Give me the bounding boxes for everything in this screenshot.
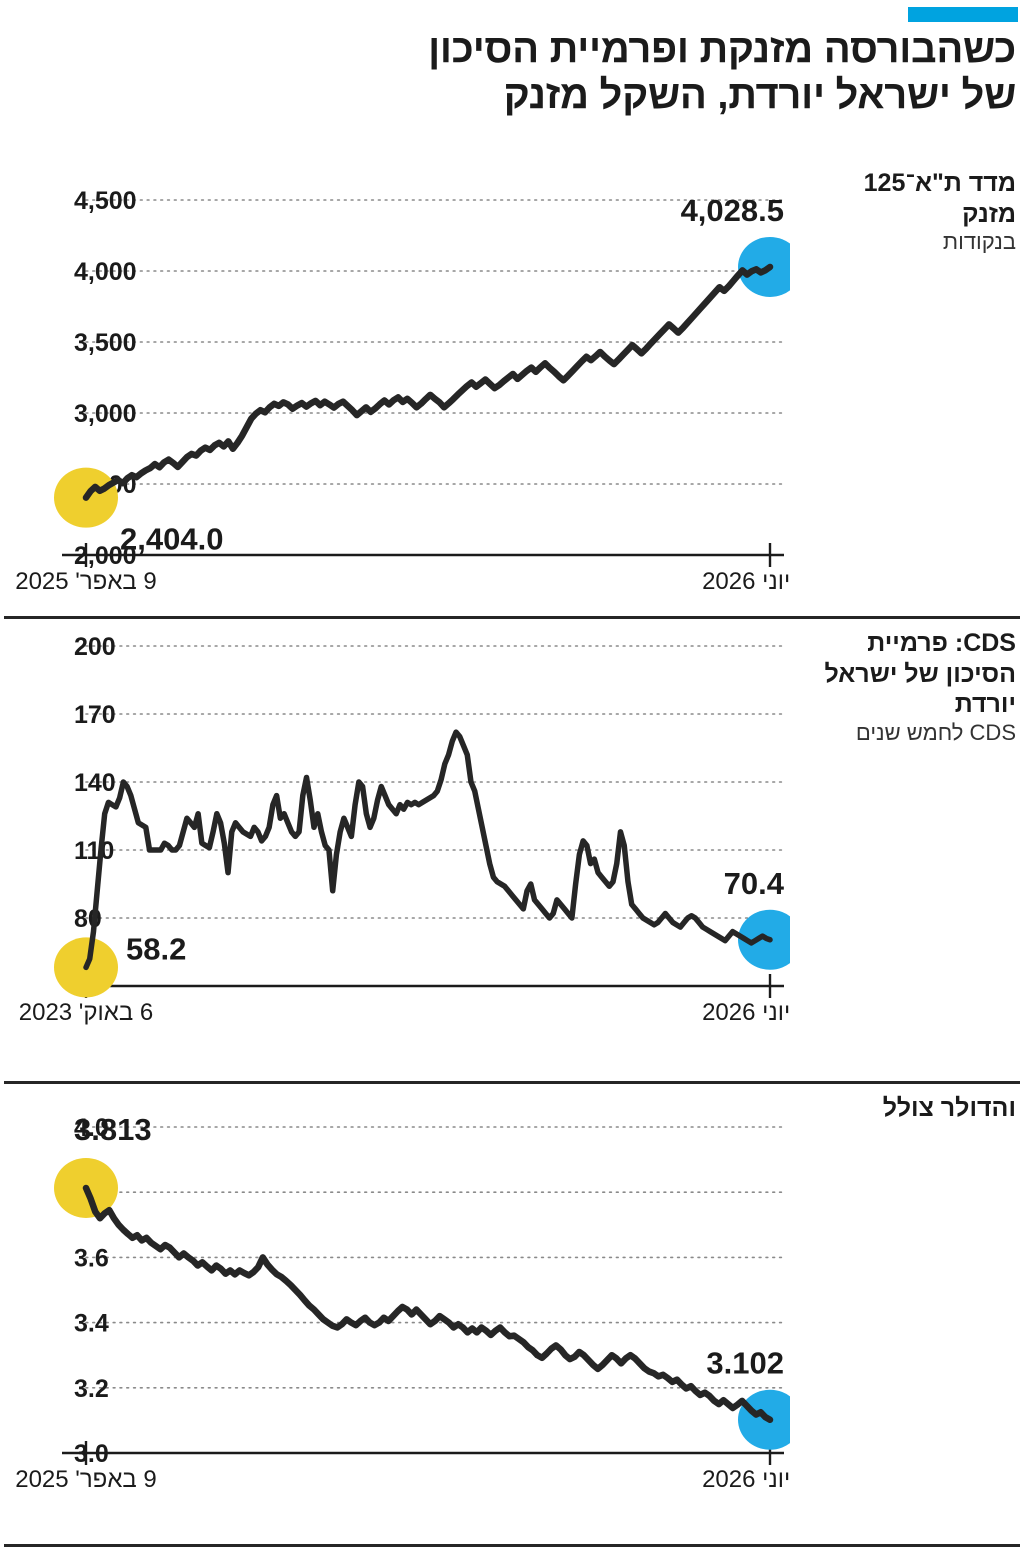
- y-axis-tick-label: 4,000: [74, 258, 137, 286]
- panel-divider-2: [4, 1081, 1020, 1084]
- series-line: [82, 263, 774, 501]
- y-axis-tick-label: 3.6: [74, 1244, 109, 1272]
- chart-area-ta125: 2,0002,5003,0003,5004,0004,5002,404.04,0…: [0, 160, 790, 615]
- y-axis-tick-label: 4,500: [74, 187, 137, 215]
- y-axis-tick-label: 3,500: [74, 329, 137, 357]
- series-line: [82, 1184, 774, 1423]
- chart-subtitle-cds: CDS לחמש שנים: [855, 719, 1016, 745]
- panel-divider-3: [4, 1544, 1020, 1547]
- y-axis-tick-label: 3.4: [74, 1310, 109, 1338]
- y-axis-tick-label: 110: [74, 837, 114, 865]
- chart-svg-cds: 508011014017020058.270.46 באוק' 202323 ב…: [19, 633, 790, 1026]
- accent-bar: [908, 7, 1018, 22]
- y-axis-tick-label: 140: [74, 769, 116, 797]
- chart-panel-cds: CDS: פרמיית הסיכון של ישראל יורדת CDS לח…: [0, 620, 1024, 1075]
- y-axis-tick-label: 170: [74, 701, 116, 729]
- chart-svg-ta125: 2,0002,5003,0003,5004,0004,5002,404.04,0…: [15, 187, 790, 595]
- chart-title-text-cds: CDS: פרמיית הסיכון של ישראל יורדת: [824, 629, 1016, 718]
- chart-title-ta125: מדד ת"א־125 מזנק בנקודות: [804, 168, 1016, 256]
- y-axis-tick-label: 3,000: [74, 400, 137, 428]
- chart-panel-usdils: והדולר צולל 3.03.23.43.63.84.03.8133.102…: [0, 1085, 1024, 1540]
- x-axis-tick-label: 9 באפר' 2025: [15, 1466, 157, 1493]
- start-value-label: 3.813: [74, 1112, 152, 1147]
- chart-title-text-usdils: והדולר צולל: [882, 1094, 1016, 1122]
- x-axis-tick-label: 23 ביוני 2026: [702, 999, 790, 1026]
- panel-divider-1: [4, 616, 1020, 619]
- start-value-label: 2,404.0: [120, 522, 223, 557]
- end-marker: [738, 236, 790, 297]
- x-axis-tick-label: 6 באוק' 2023: [19, 999, 153, 1026]
- chart-subtitle-ta125: בנקודות: [942, 229, 1016, 254]
- end-value-label: 4,028.5: [681, 193, 784, 228]
- start-value-label: 58.2: [126, 931, 186, 966]
- page-title: כשהבורסה מזנקת ופרמיית הסיכון של ישראל י…: [428, 27, 1016, 118]
- end-value-label: 3.102: [706, 1346, 784, 1381]
- series-line: [83, 729, 773, 971]
- chart-title-usdils: והדולר צולל: [804, 1093, 1016, 1124]
- y-axis-tick-label: 4.0: [74, 1114, 109, 1142]
- y-axis-tick-label: 200: [74, 633, 116, 661]
- x-axis-tick-label: 9 באפר' 2025: [15, 568, 157, 595]
- end-value-label: 70.4: [724, 866, 785, 901]
- chart-area-cds: 508011014017020058.270.46 באוק' 202323 ב…: [0, 620, 790, 1075]
- chart-title-text-ta125: מדד ת"א־125 מזנק: [863, 169, 1016, 228]
- x-axis-tick-label: 27 ביוני 2026: [702, 1466, 790, 1493]
- chart-panel-ta125: מדד ת"א־125 מזנק בנקודות 2,0002,5003,000…: [0, 160, 1024, 615]
- y-axis-tick-label: 3.2: [74, 1375, 109, 1403]
- chart-title-cds: CDS: פרמיית הסיכון של ישראל יורדת CDS לח…: [804, 628, 1016, 746]
- x-axis-tick-label: 26 ביוני 2026: [702, 568, 790, 595]
